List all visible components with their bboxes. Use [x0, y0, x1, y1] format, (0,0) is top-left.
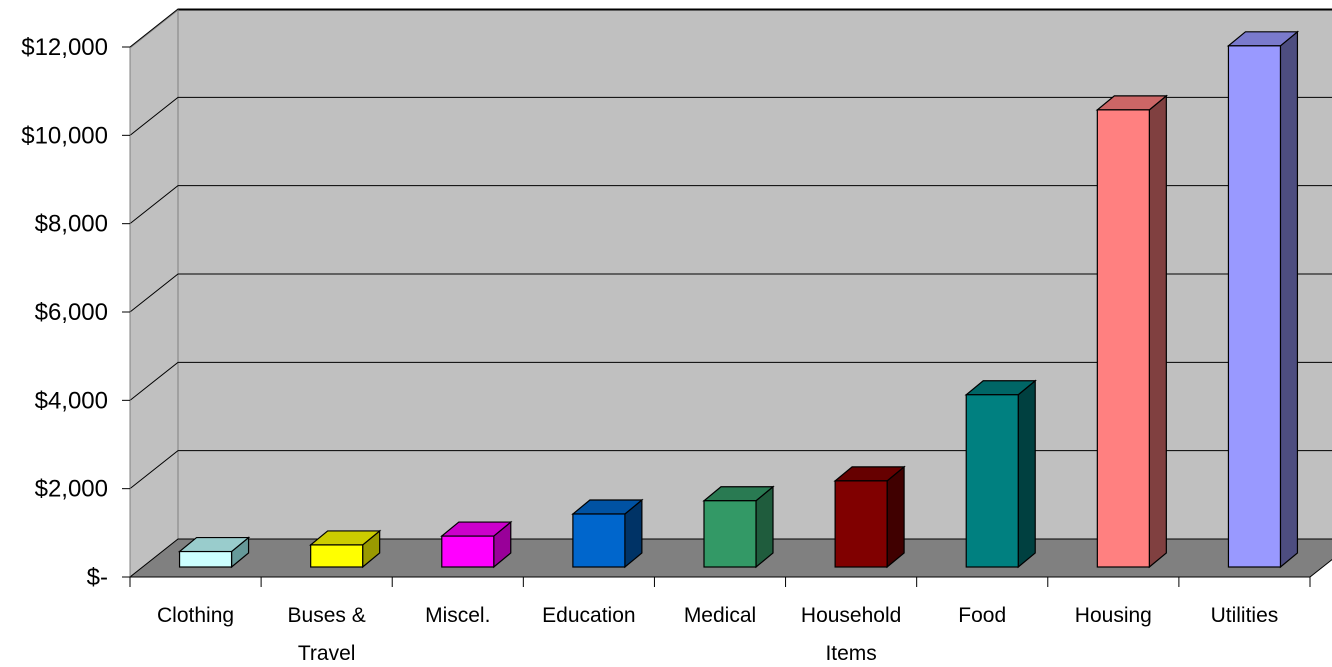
bar-front	[834, 480, 888, 568]
x-tick-label: Housing	[1075, 604, 1152, 627]
y-tick-label: $2,000	[35, 476, 108, 503]
axes	[122, 46, 1311, 587]
y-tick-label: $10,000	[21, 122, 108, 149]
bar-medical	[702, 485, 775, 569]
bar-education	[571, 498, 644, 569]
bar-buses-travel	[308, 529, 382, 569]
gridline	[129, 185, 1332, 225]
x-tick-label: Utilities	[1211, 604, 1279, 627]
x-tick-label-line: Education	[542, 604, 635, 627]
x-tick-label-line: Buses &	[288, 604, 366, 627]
bar-side	[1017, 379, 1036, 569]
x-tick-label: Food	[958, 604, 1006, 627]
x-tick-label-line: Items	[825, 642, 876, 665]
gridline	[129, 273, 1332, 313]
bar-household-items	[833, 465, 906, 569]
y-tick-label: $6,000	[35, 299, 108, 326]
bar-front	[310, 544, 364, 568]
x-tick-label-line: Household	[801, 604, 901, 627]
gridline	[129, 450, 1332, 490]
bar-front	[703, 500, 757, 568]
gridline	[129, 8, 1332, 48]
y-tick-label: $12,000	[21, 34, 108, 61]
x-tick-label: Household Items	[801, 604, 901, 665]
x-tick-label-line: Housing	[1075, 604, 1152, 627]
x-tick-labels: Clothing Buses & Travel Miscel. Education Med…	[157, 604, 1278, 665]
x-tick-label: Education	[542, 604, 635, 627]
y-tick-labels: $- $2,000 $4,000 $6,000 $8,000 $10,000 $12,000	[21, 34, 108, 591]
x-tick-label-line: Miscel.	[425, 604, 490, 627]
y-tick-label: $8,000	[35, 211, 108, 238]
bar-side	[1148, 94, 1167, 569]
bar-side	[1279, 30, 1299, 569]
bar-housing	[1095, 94, 1169, 569]
bar-front	[1227, 45, 1282, 568]
y-tick-label: $-	[87, 564, 108, 591]
x-tick-label-line: Food	[958, 604, 1006, 627]
bar-front	[441, 535, 495, 568]
x-tick-label-line: Clothing	[157, 604, 234, 627]
bar-front	[572, 513, 626, 568]
bars	[177, 30, 1300, 569]
bar-clothing	[177, 536, 251, 569]
bar-front	[965, 394, 1019, 568]
x-tick-label-line: Travel	[298, 642, 356, 665]
gridlines	[129, 8, 1332, 490]
bar-front	[178, 550, 233, 568]
x-tick-label: Medical	[684, 604, 756, 627]
x-tick-label: Clothing	[157, 604, 234, 627]
bar-utilities	[1226, 30, 1300, 569]
x-tick-label-line: Medical	[684, 604, 756, 627]
bar-food	[964, 379, 1037, 569]
x-tick-label: Buses & Travel	[288, 604, 366, 665]
bar-front	[1096, 109, 1150, 568]
gridline	[129, 96, 1332, 136]
bar-miscel-	[440, 520, 513, 569]
bar-side	[886, 465, 905, 569]
gridline	[129, 361, 1332, 401]
x-tick-label: Miscel.	[425, 604, 490, 627]
x-tick-label-line: Utilities	[1211, 604, 1279, 627]
y-tick-label: $4,000	[35, 387, 108, 414]
